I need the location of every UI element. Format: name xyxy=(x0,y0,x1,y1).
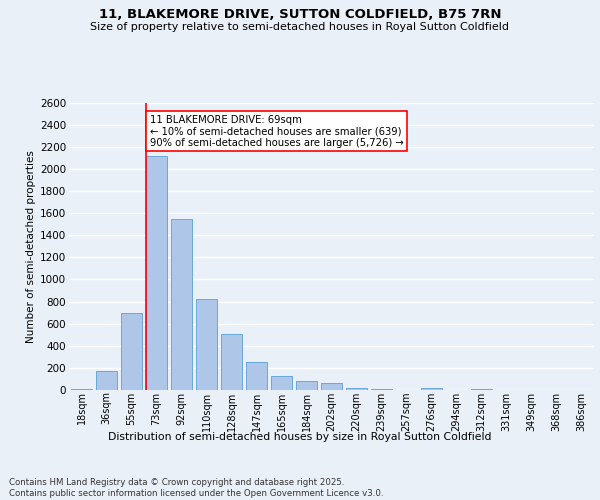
Bar xyxy=(71,389,92,390)
Y-axis label: Number of semi-detached properties: Number of semi-detached properties xyxy=(26,150,36,342)
Text: Distribution of semi-detached houses by size in Royal Sutton Coldfield: Distribution of semi-detached houses by … xyxy=(108,432,492,442)
Bar xyxy=(346,388,367,390)
Bar xyxy=(271,376,292,390)
Bar xyxy=(421,388,442,390)
Bar xyxy=(296,380,317,390)
Text: 11 BLAKEMORE DRIVE: 69sqm
← 10% of semi-detached houses are smaller (639)
90% of: 11 BLAKEMORE DRIVE: 69sqm ← 10% of semi-… xyxy=(149,114,403,148)
Text: Contains HM Land Registry data © Crown copyright and database right 2025.
Contai: Contains HM Land Registry data © Crown c… xyxy=(9,478,383,498)
Bar xyxy=(171,218,192,390)
Bar xyxy=(121,312,142,390)
Text: 11, BLAKEMORE DRIVE, SUTTON COLDFIELD, B75 7RN: 11, BLAKEMORE DRIVE, SUTTON COLDFIELD, B… xyxy=(99,8,501,20)
Bar xyxy=(196,299,217,390)
Bar xyxy=(221,334,242,390)
Bar xyxy=(246,362,267,390)
Bar xyxy=(321,384,342,390)
Bar xyxy=(146,156,167,390)
Text: Size of property relative to semi-detached houses in Royal Sutton Coldfield: Size of property relative to semi-detach… xyxy=(91,22,509,32)
Bar xyxy=(96,370,117,390)
